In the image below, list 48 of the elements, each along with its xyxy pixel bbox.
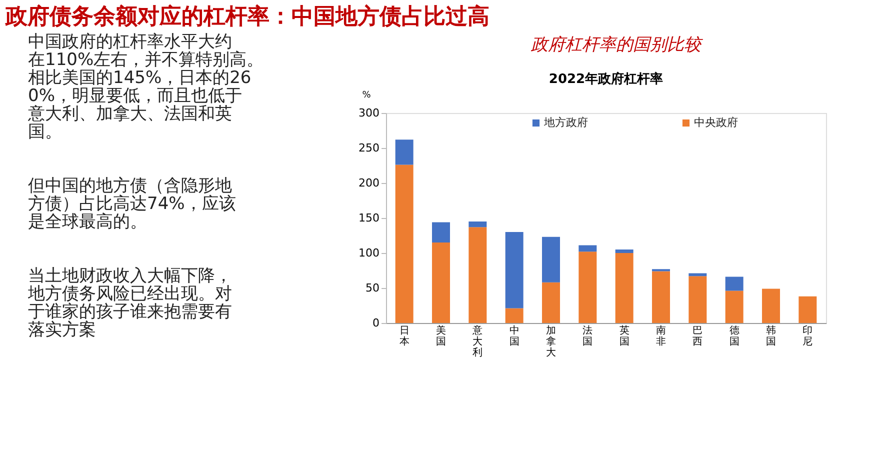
x-tick-label: 德国	[729, 326, 740, 348]
x-tick-label: 英国	[619, 324, 630, 348]
bar	[432, 222, 450, 242]
y-tick-label: 100	[358, 246, 380, 260]
bar	[395, 140, 414, 165]
x-tick-label: 南非	[656, 324, 666, 348]
text: 但中国的地方债（含隐形地方债）占比高达74%，应该是全球最高的。	[28, 176, 236, 232]
bar	[762, 288, 780, 323]
text: 政府债务余额对应的杠杆率：中国地方债占比过高	[4, 4, 490, 30]
x-tick-label: 中国	[509, 324, 520, 348]
x-tick-label: 意大利	[472, 324, 483, 358]
y-tick-label: 300	[358, 106, 380, 120]
x-tick-label: 印尼	[802, 324, 813, 348]
legend-label: 中央政府	[694, 116, 738, 129]
bar	[615, 253, 634, 323]
legend-label: 地方政府	[543, 116, 588, 129]
bar	[542, 282, 560, 323]
y-axis-title: %	[362, 90, 372, 100]
bar	[542, 236, 560, 282]
y-tick-label: 50	[366, 282, 380, 294]
bar	[578, 245, 597, 252]
x-tick-label: 韩国	[766, 324, 776, 348]
bar	[432, 242, 450, 323]
bar	[725, 290, 744, 323]
bar	[468, 227, 487, 323]
bar	[725, 276, 744, 291]
bar	[652, 271, 670, 323]
y-tick-label: 250	[358, 142, 380, 154]
y-tick-label: 200	[358, 176, 380, 190]
y-tick-label: 0	[372, 316, 380, 330]
bar	[505, 232, 524, 308]
x-tick-label: 加拿大	[546, 324, 556, 358]
text: 政府杠杆率的国别比较	[531, 35, 703, 55]
x-tick-label: 美国	[436, 324, 446, 348]
bar	[505, 308, 524, 323]
text: 中国政府的杠杆率水平大约在110%左右，并不算特别高。相比美国的145%，日本的260%，明显要低，而且也低于意大利、加拿大、法国和英国。	[27, 32, 264, 142]
bar	[578, 252, 597, 323]
chart-title: 2022年政府杠杆率	[548, 71, 664, 87]
bar	[395, 164, 414, 323]
bar	[798, 296, 817, 323]
bar	[615, 250, 634, 253]
x-tick-label: 日本	[399, 326, 410, 348]
bar	[468, 222, 487, 228]
bar	[688, 276, 707, 323]
x-tick-label: 巴西	[692, 326, 703, 348]
text: 当土地财政收入大幅下降，地方债务风险已经出现。对于谁家的孩子谁来抱需要有落实方案	[27, 266, 232, 340]
x-tick-label: 法国	[582, 324, 593, 348]
y-tick-label: 150	[358, 212, 380, 224]
